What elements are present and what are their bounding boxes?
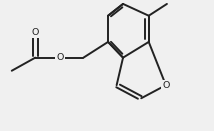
Text: O: O bbox=[56, 53, 64, 62]
Text: O: O bbox=[32, 28, 39, 37]
Text: O: O bbox=[162, 81, 169, 90]
